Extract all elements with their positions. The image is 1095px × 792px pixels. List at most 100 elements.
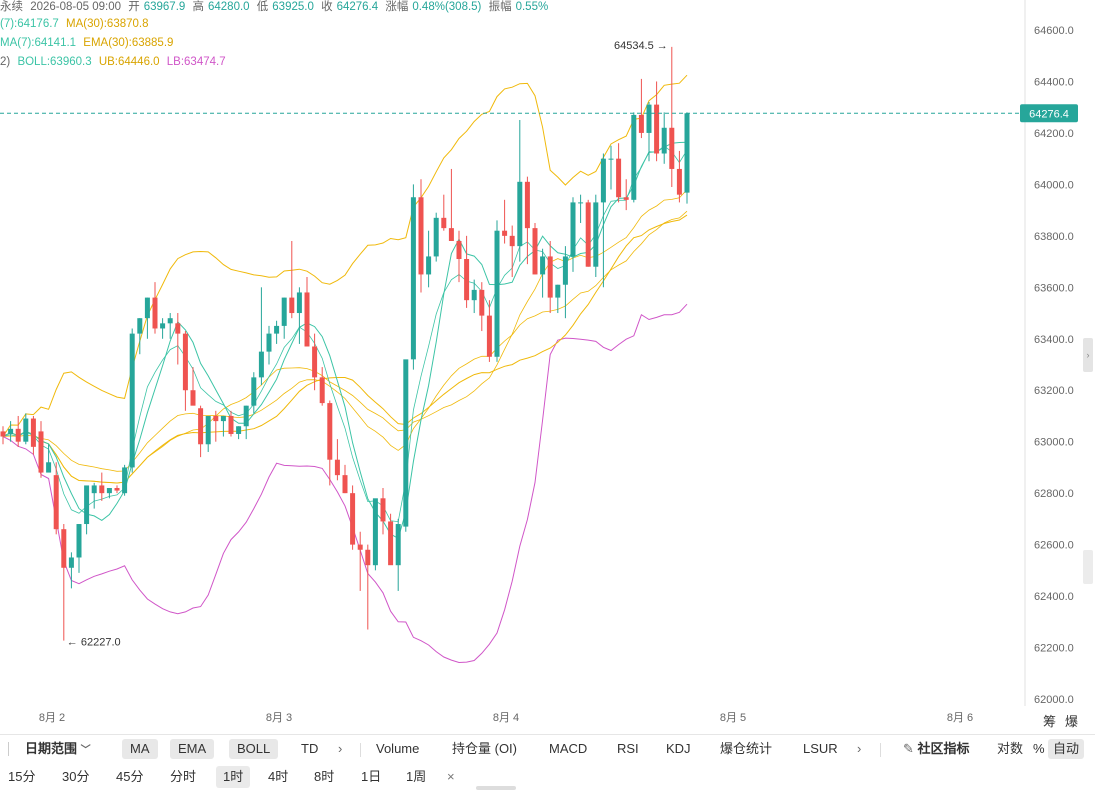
volume-indicator[interactable]: Volume (376, 741, 420, 756)
candle-body[interactable] (524, 181, 530, 229)
candle-body[interactable] (152, 297, 158, 329)
candle-body[interactable] (266, 333, 272, 352)
liquidation-indicator[interactable]: 爆仓统计 (720, 741, 773, 756)
candle-body[interactable] (91, 485, 97, 494)
candle-body[interactable] (205, 415, 211, 445)
candle-body[interactable] (654, 104, 660, 154)
candle-body[interactable] (106, 488, 112, 494)
candle-body[interactable] (129, 333, 135, 468)
candle-body[interactable] (167, 318, 173, 324)
candle-body[interactable] (372, 498, 378, 566)
candle-body[interactable] (236, 426, 242, 434)
candle-body[interactable] (38, 431, 44, 473)
candle-body[interactable] (502, 230, 508, 236)
candle-body[interactable] (137, 318, 143, 334)
candle-body[interactable] (312, 346, 318, 378)
resize-handle[interactable] (476, 786, 516, 790)
tf-1h[interactable]: 1时 (216, 766, 251, 788)
ema-toggle[interactable]: EMA (170, 739, 215, 759)
candle-body[interactable] (8, 428, 14, 434)
candle-body[interactable] (365, 549, 371, 566)
candle-body[interactable] (281, 297, 287, 326)
tf-1w[interactable]: 1周 (406, 769, 427, 784)
liquidation-map-button[interactable]: 爆 (1065, 714, 1079, 729)
percent-scale-toggle[interactable]: % (1033, 741, 1045, 756)
chip-distribution-button[interactable]: 筹 (1043, 714, 1057, 729)
candle-body[interactable] (585, 202, 591, 267)
candle-body[interactable] (464, 259, 470, 301)
candle-body[interactable] (509, 235, 515, 247)
candlestick-chart[interactable]: 64600.0 64400.0 64200.0 64000.0 63800.0 63600… (0, 0, 1095, 734)
candle-body[interactable] (578, 202, 584, 204)
candle-body[interactable] (122, 467, 128, 494)
td-toggle[interactable]: TD (301, 741, 319, 756)
log-scale-toggle[interactable]: 对数 (997, 741, 1024, 756)
candle-body[interactable] (319, 377, 325, 404)
candle-body[interactable] (486, 315, 492, 357)
tf-30m[interactable]: 30分 (62, 769, 90, 784)
candle-body[interactable] (570, 202, 576, 257)
candle-body[interactable] (426, 256, 432, 275)
candle-body[interactable] (274, 325, 280, 334)
tf-4h[interactable]: 4时 (268, 769, 289, 784)
candle-body[interactable] (296, 292, 302, 314)
candle-body[interactable] (532, 228, 538, 275)
candle-body[interactable] (61, 529, 67, 568)
candle-body[interactable] (15, 428, 21, 442)
candle-body[interactable] (53, 475, 59, 530)
tf-1d[interactable]: 1日 (361, 769, 382, 784)
candle-body[interactable] (600, 158, 606, 203)
candle-body[interactable] (562, 256, 568, 285)
boll-toggle[interactable]: BOLL (229, 739, 279, 759)
rsi-indicator[interactable]: RSI (617, 741, 639, 756)
candle-body[interactable] (395, 524, 401, 566)
oi-indicator[interactable]: 持仓量 (OI) (452, 741, 517, 756)
candle-body[interactable] (68, 557, 74, 568)
tf-8h[interactable]: 8时 (314, 769, 335, 784)
candle-body[interactable] (418, 197, 424, 275)
candle-body[interactable] (388, 521, 394, 566)
candle-body[interactable] (684, 113, 690, 193)
date-range-button[interactable]: 日期范围 ﹀ (25, 739, 91, 759)
candle-body[interactable] (46, 462, 52, 473)
kdj-indicator[interactable]: KDJ (666, 741, 691, 756)
lsur-indicator[interactable]: LSUR (803, 741, 838, 756)
candle-body[interactable] (84, 485, 90, 525)
candle-body[interactable] (410, 197, 416, 360)
candle-body[interactable] (289, 297, 295, 314)
candle-body[interactable] (616, 158, 622, 198)
candle-body[interactable] (441, 217, 447, 229)
candle-body[interactable] (228, 415, 234, 434)
candle-body[interactable] (517, 181, 523, 247)
candle-body[interactable] (448, 228, 454, 241)
candle-body[interactable] (540, 256, 546, 275)
candle-body[interactable] (243, 405, 249, 427)
candle-body[interactable] (547, 256, 553, 298)
candle-body[interactable] (676, 168, 682, 195)
chevron-right-icon[interactable]: › (857, 741, 862, 756)
candle-body[interactable] (631, 114, 637, 200)
tf-timeline[interactable]: 分时 (170, 769, 197, 784)
candle-body[interactable] (357, 544, 363, 550)
candle-body[interactable] (661, 127, 667, 154)
candle-body[interactable] (494, 230, 500, 357)
collapse-panel-handle[interactable]: › (1083, 338, 1093, 372)
candle-body[interactable] (160, 323, 166, 329)
candle-body[interactable] (144, 297, 150, 319)
candle-body[interactable] (456, 240, 462, 260)
candle-body[interactable] (30, 418, 36, 447)
candle-body[interactable] (304, 292, 310, 347)
candle-body[interactable] (593, 202, 599, 267)
candle-body[interactable] (608, 158, 614, 160)
auto-scale-toggle[interactable]: 自动 (1048, 739, 1085, 759)
ma-toggle[interactable]: MA (122, 739, 158, 759)
candle-body[interactable] (471, 289, 477, 301)
community-indicators-button[interactable]: ✎ 社区指标 (903, 739, 970, 759)
candle-body[interactable] (251, 377, 257, 406)
candle-body[interactable] (555, 284, 561, 298)
candle-body[interactable] (114, 488, 120, 491)
candle-body[interactable] (327, 403, 333, 460)
tf-15m[interactable]: 15分 (8, 769, 36, 784)
candle-body[interactable] (23, 418, 29, 442)
candle-body[interactable] (669, 127, 675, 169)
